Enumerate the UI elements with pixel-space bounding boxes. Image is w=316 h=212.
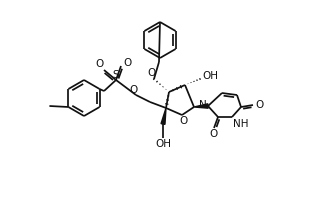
Text: O: O — [147, 68, 155, 78]
Text: OH: OH — [202, 71, 218, 81]
Text: O: O — [209, 129, 217, 139]
Text: O: O — [124, 58, 132, 68]
Text: O: O — [255, 100, 263, 110]
Polygon shape — [161, 108, 166, 124]
Text: NH: NH — [233, 119, 249, 129]
Text: OH: OH — [155, 139, 171, 149]
Text: O: O — [179, 116, 187, 126]
Polygon shape — [194, 104, 208, 108]
Text: S: S — [113, 70, 119, 80]
Text: O: O — [129, 85, 137, 95]
Text: O: O — [95, 59, 103, 69]
Text: N: N — [199, 100, 207, 110]
